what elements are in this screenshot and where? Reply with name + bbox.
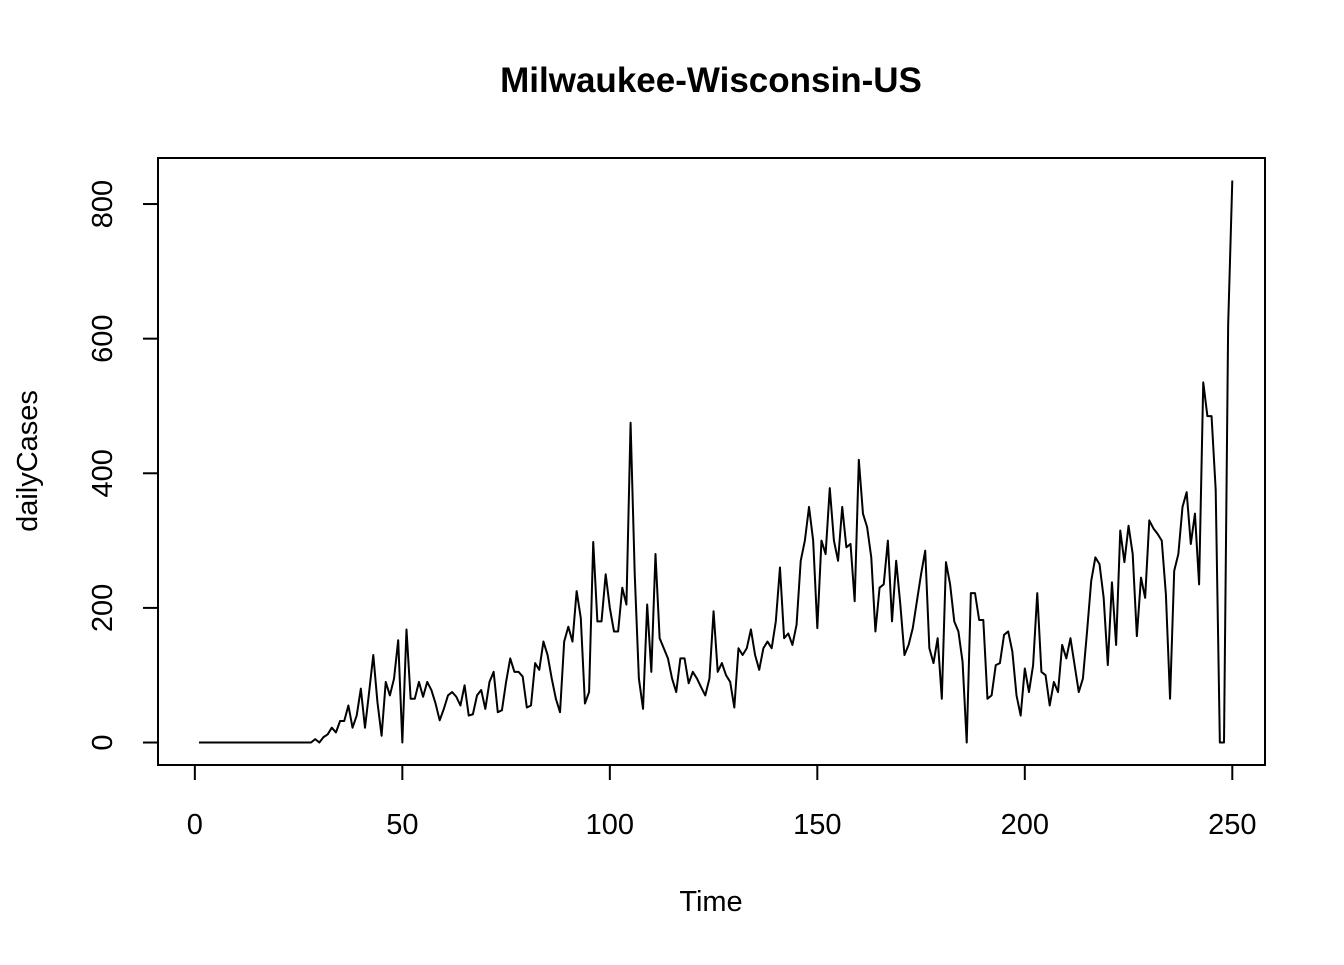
daily-cases-line xyxy=(199,180,1234,744)
x-tick-label: 0 xyxy=(187,809,203,841)
y-tick-label: 200 xyxy=(87,584,119,632)
data-points xyxy=(198,180,1233,743)
x-tick-label: 100 xyxy=(586,809,634,841)
x-tick-label: 250 xyxy=(1208,809,1256,841)
plot-frame xyxy=(157,157,1266,766)
y-tick-label: 800 xyxy=(87,180,119,228)
y-tick-label: 0 xyxy=(87,734,119,750)
y-axis-label: dailyCases xyxy=(12,390,44,532)
x-tick-label: 150 xyxy=(793,809,841,841)
x-axis: 0 50 100 150 200 250 xyxy=(187,764,1256,841)
y-tick-label: 600 xyxy=(87,314,119,362)
x-tick-label: 50 xyxy=(386,809,418,841)
y-tick-label: 400 xyxy=(87,449,119,497)
x-axis-label: Time xyxy=(679,886,742,918)
x-tick-label: 200 xyxy=(1001,809,1049,841)
chart-title: Milwaukee-Wisconsin-US xyxy=(500,61,922,100)
y-axis: 0 200 400 600 800 xyxy=(87,180,159,751)
